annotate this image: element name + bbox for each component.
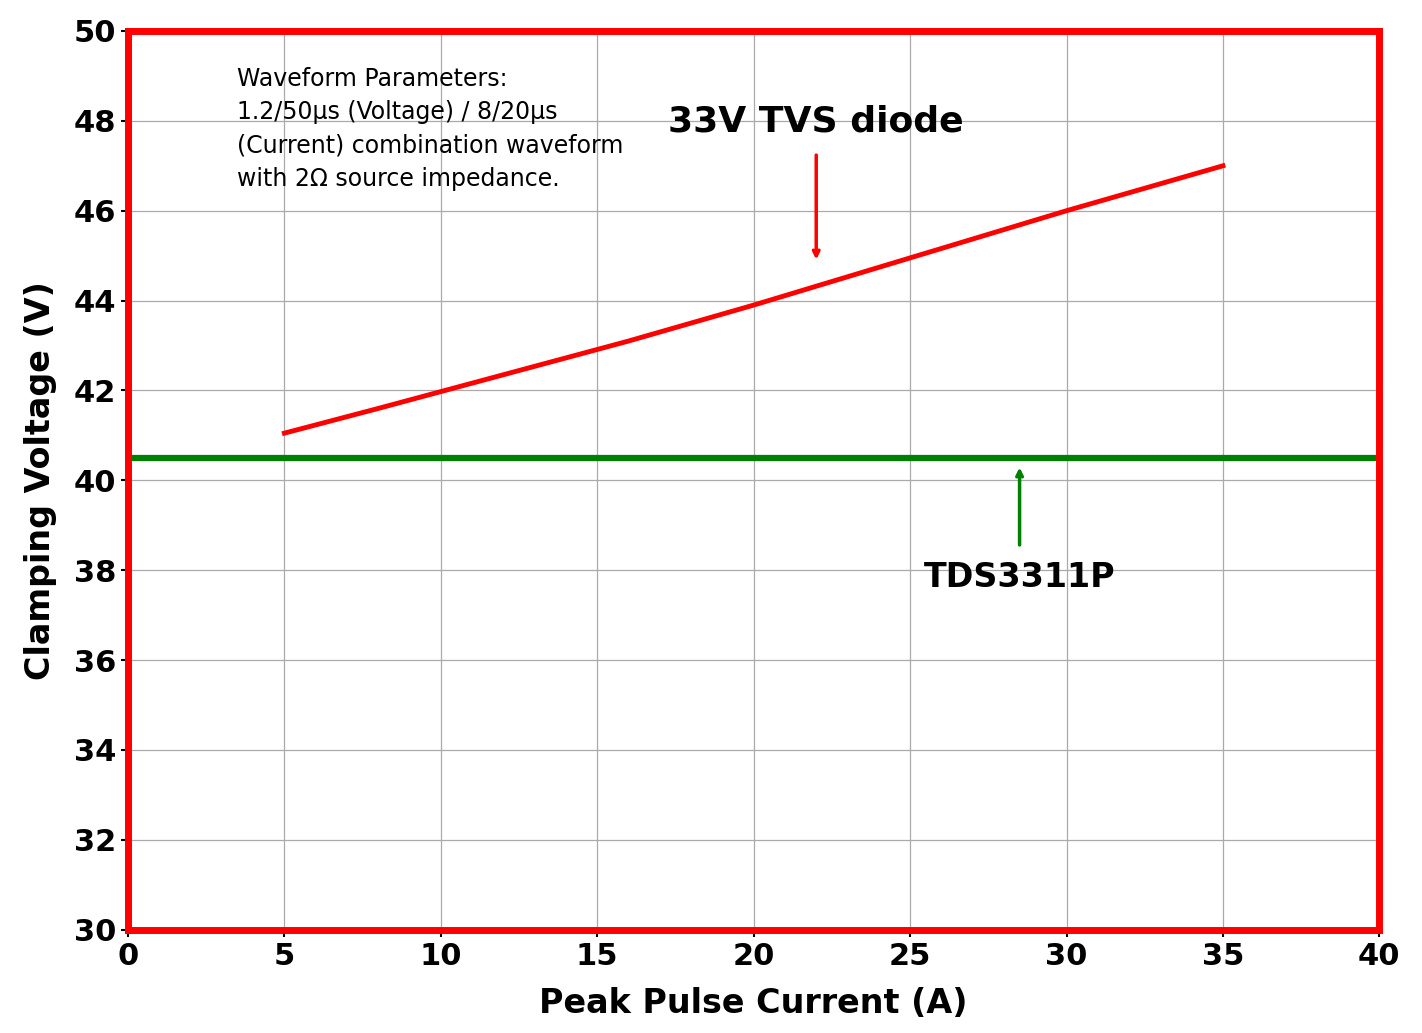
Text: 33V TVS diode: 33V TVS diode	[668, 104, 964, 138]
Text: TDS3311P: TDS3311P	[924, 561, 1115, 594]
X-axis label: Peak Pulse Current (A): Peak Pulse Current (A)	[539, 988, 968, 1021]
Text: Waveform Parameters:
1.2/50μs (Voltage) / 8/20μs
(Current) combination waveform
: Waveform Parameters: 1.2/50μs (Voltage) …	[237, 67, 624, 191]
Y-axis label: Clamping Voltage (V): Clamping Voltage (V)	[24, 281, 57, 680]
